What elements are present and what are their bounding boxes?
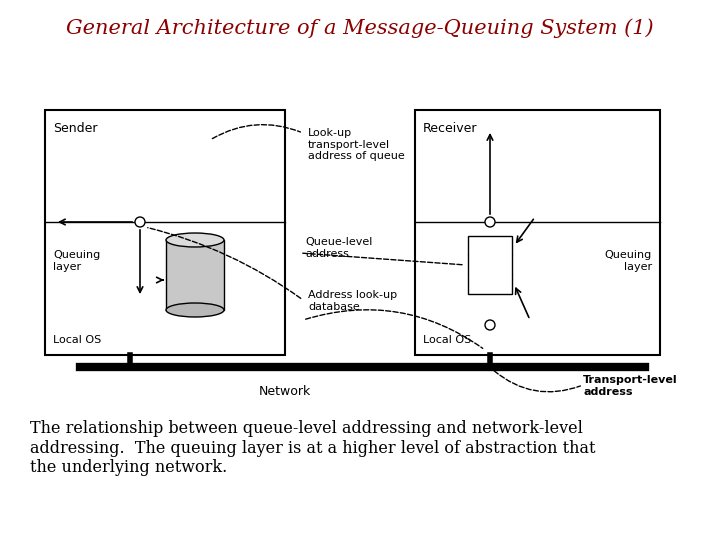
Ellipse shape	[166, 233, 224, 247]
FancyArrowPatch shape	[306, 310, 482, 348]
Text: Local OS: Local OS	[53, 335, 102, 345]
Text: Sender: Sender	[53, 122, 97, 134]
FancyArrowPatch shape	[303, 253, 463, 265]
Text: Address look-up
database: Address look-up database	[308, 290, 397, 312]
Text: Local OS: Local OS	[423, 335, 472, 345]
Text: General Architecture of a Message-Queuing System (1): General Architecture of a Message-Queuin…	[66, 18, 654, 38]
Text: Receiver: Receiver	[423, 122, 477, 134]
Text: Transport-level
address: Transport-level address	[583, 375, 678, 396]
Text: Queuing
layer: Queuing layer	[53, 250, 100, 272]
Text: The relationship between queue-level addressing and network-level
addressing.  T: The relationship between queue-level add…	[30, 420, 595, 476]
Text: Network: Network	[259, 385, 311, 398]
Text: Look-up
transport-level
address of queue: Look-up transport-level address of queue	[308, 128, 405, 161]
Circle shape	[135, 217, 145, 227]
Text: Queue-level
address: Queue-level address	[305, 237, 372, 259]
Bar	[166, 240, 224, 310]
Bar	[45, 110, 285, 355]
Bar	[468, 236, 512, 294]
FancyArrowPatch shape	[212, 125, 300, 139]
Ellipse shape	[166, 303, 224, 317]
FancyArrowPatch shape	[494, 371, 580, 392]
Text: Queuing
layer: Queuing layer	[605, 250, 652, 272]
Circle shape	[485, 217, 495, 227]
Circle shape	[485, 320, 495, 330]
FancyArrowPatch shape	[148, 228, 301, 299]
Bar	[415, 110, 660, 355]
